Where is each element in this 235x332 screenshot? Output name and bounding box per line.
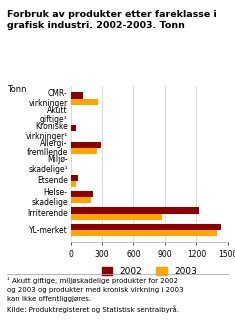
Bar: [70, 191, 93, 197]
Bar: [70, 92, 83, 99]
Legend: 2002, 2003: 2002, 2003: [102, 267, 197, 276]
Bar: [70, 213, 162, 220]
Bar: [70, 164, 71, 171]
Text: Forbruk av produkter etter fareklasse i
grafisk industri. 2002-2003. Tonn: Forbruk av produkter etter fareklasse i …: [7, 10, 217, 30]
Bar: [70, 148, 97, 154]
Bar: [70, 142, 101, 148]
Bar: [70, 125, 76, 131]
Bar: [70, 175, 78, 181]
Bar: [70, 181, 76, 187]
Bar: [70, 230, 217, 236]
Text: og 2003 og produkter med kronisk virkning i 2003: og 2003 og produkter med kronisk virknin…: [7, 287, 184, 292]
Bar: [70, 158, 71, 164]
Text: ¹ Akutt giftige, miljøskadelige produkter for 2002: ¹ Akutt giftige, miljøskadelige produkte…: [7, 277, 178, 284]
Bar: [70, 197, 91, 204]
Text: Tonn: Tonn: [7, 85, 27, 94]
Bar: [70, 99, 98, 105]
Text: Kilde: Produktregisteret og Statistisk sentralbyrå.: Kilde: Produktregisteret og Statistisk s…: [7, 305, 179, 313]
Text: kan ikke offentliggjøres.: kan ikke offentliggjøres.: [7, 296, 91, 302]
Bar: [70, 224, 221, 230]
Bar: [70, 208, 199, 213]
Bar: [70, 109, 71, 115]
